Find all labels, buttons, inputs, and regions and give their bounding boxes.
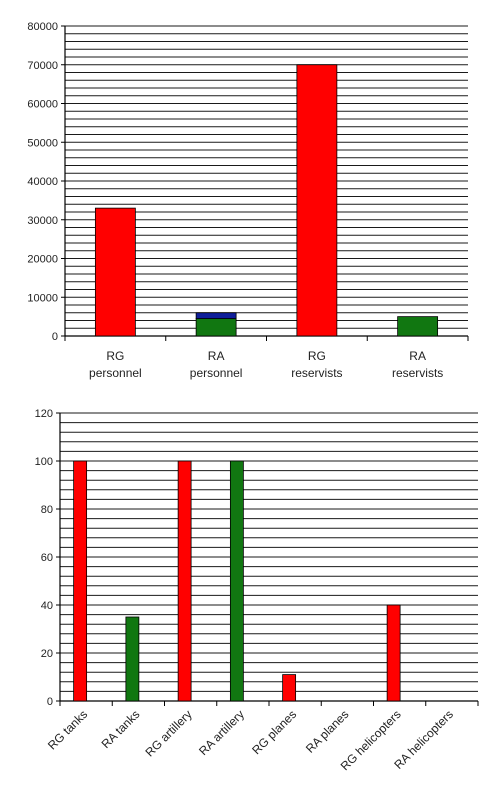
y-tick-label: 70000 bbox=[27, 60, 58, 72]
bar-ra-artillery bbox=[229, 460, 244, 702]
y-tick-label: 0 bbox=[47, 696, 53, 708]
bar-ra-tanks bbox=[125, 616, 140, 702]
x-tick-label-rg-tanks: RG tanks bbox=[45, 707, 90, 752]
x-tick-label-rg-artillery: RG artillery bbox=[142, 707, 194, 759]
x-tick-label-ra-personnel: RA personnel bbox=[190, 349, 243, 380]
y-tick-label: 40 bbox=[41, 600, 53, 612]
bar-rg-tanks bbox=[73, 460, 88, 702]
y-tick-label: 10000 bbox=[27, 292, 58, 304]
x-tick-label-ra-artillery: RA artillery bbox=[196, 707, 247, 758]
y-tick-label: 80 bbox=[41, 504, 53, 516]
y-tick-label: 0 bbox=[52, 331, 58, 343]
x-tick-label-rg-reservists: RG reservists bbox=[291, 349, 342, 380]
x-tick-label-rg-personnel: RG personnel bbox=[89, 349, 142, 380]
x-tick-label-ra-tanks: RA tanks bbox=[99, 707, 143, 751]
equipment-chart: 0 20 40 60 80 100 120 RG tanks RA tanks RG artill… bbox=[35, 408, 479, 773]
y-tick-label: 80000 bbox=[27, 21, 58, 33]
personnel-chart: 0 10000 20000 30000 40000 50000 60000 70000 8000… bbox=[27, 21, 469, 380]
bar-rg-personnel-segment-1 bbox=[94, 207, 136, 337]
y-tick-label: 30000 bbox=[27, 215, 58, 227]
y-tick-label: 40000 bbox=[27, 176, 58, 188]
x-tick-label-ra-planes: RA planes bbox=[303, 707, 352, 756]
y-tick-label: 50000 bbox=[27, 137, 58, 149]
y-tick-label: 20000 bbox=[27, 254, 58, 266]
y-tick-label: 60000 bbox=[27, 99, 58, 111]
bar-rg-reservists-segment-1 bbox=[296, 64, 338, 337]
bar-rg-helicopters bbox=[386, 604, 401, 702]
bar-rg-artillery bbox=[177, 460, 192, 702]
y-tick-label: 20 bbox=[41, 648, 53, 660]
bar-ra-personnel-segment-3 bbox=[195, 312, 237, 319]
x-tick-label-rg-planes: RG planes bbox=[249, 707, 299, 757]
bar-rg-planes bbox=[282, 674, 297, 702]
x-tick-label-ra-reservists: RA reservists bbox=[392, 349, 443, 380]
y-tick-label: 120 bbox=[35, 408, 53, 420]
y-tick-label: 100 bbox=[35, 456, 53, 468]
bar-ra-personnel-segment-2 bbox=[195, 318, 237, 337]
bar-ra-reservists-segment-2 bbox=[397, 316, 439, 337]
y-tick-label: 60 bbox=[41, 552, 53, 564]
